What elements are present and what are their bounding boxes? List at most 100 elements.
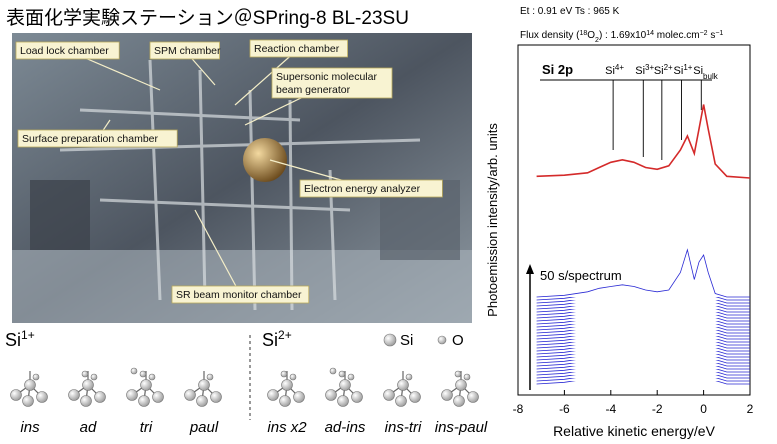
leader-line bbox=[194, 209, 241, 295]
x-tick-label: -6 bbox=[559, 402, 570, 416]
structure-label: ins-tri bbox=[385, 419, 422, 436]
structure-label: ins x2 bbox=[267, 419, 307, 436]
component-label: Si3+ bbox=[635, 63, 654, 78]
si-atom bbox=[453, 395, 465, 407]
x-axis-label: Relative kinetic energy/eV bbox=[553, 423, 716, 439]
panel-label: Si 2p bbox=[542, 62, 573, 77]
flux-part: s bbox=[708, 30, 716, 41]
leader-line bbox=[234, 48, 300, 106]
flux-part: 2 bbox=[595, 37, 599, 44]
component-sub: bulk bbox=[703, 72, 719, 81]
si-atom bbox=[22, 395, 34, 407]
o-atom bbox=[454, 370, 462, 378]
spectrum-line bbox=[536, 104, 751, 179]
flux-part: molec.cm bbox=[654, 30, 700, 41]
group-sup: 2+ bbox=[278, 328, 292, 342]
o-atom bbox=[347, 373, 355, 381]
group-label: Si2+ bbox=[262, 328, 292, 350]
si-atom bbox=[210, 391, 222, 403]
label-box bbox=[271, 67, 393, 99]
o-atom bbox=[139, 370, 147, 378]
component-base: Si bbox=[635, 65, 645, 77]
flux-part: 14 bbox=[646, 30, 654, 37]
structure-icon bbox=[267, 370, 305, 407]
label-box bbox=[299, 179, 443, 198]
o-atom bbox=[463, 373, 471, 381]
si-atom bbox=[24, 379, 36, 391]
group-label: Si1+ bbox=[5, 328, 35, 350]
si-atom bbox=[441, 389, 453, 401]
label-box bbox=[15, 41, 120, 60]
si-atom bbox=[152, 391, 164, 403]
structure-label: ad bbox=[80, 419, 97, 436]
flux-part: 18 bbox=[579, 30, 587, 37]
photo-label: Load lock chamber bbox=[20, 45, 109, 57]
structure-label: ad-ins bbox=[325, 419, 366, 436]
structure-label: tri bbox=[140, 419, 153, 436]
flux-density: Flux density (18O2) : 1.69x1014 molec.cm… bbox=[520, 30, 723, 44]
si-atom bbox=[10, 389, 22, 401]
structure-label: paul bbox=[189, 419, 219, 436]
si-atom bbox=[339, 379, 351, 391]
si-atom bbox=[196, 395, 208, 407]
si-atom bbox=[198, 379, 210, 391]
title: 表面化学実験ステーション＠SPring-8 BL-23SU bbox=[6, 7, 409, 29]
spectrum-line bbox=[536, 248, 750, 298]
si-atom bbox=[395, 395, 407, 407]
o-atom bbox=[81, 370, 89, 378]
group-sup: 1+ bbox=[21, 328, 35, 342]
component-sup: 3+ bbox=[645, 63, 654, 72]
label-box bbox=[17, 129, 178, 148]
component-sup: 4+ bbox=[615, 63, 624, 72]
si-atom bbox=[467, 391, 479, 403]
flux-part: Flux density ( bbox=[520, 30, 580, 41]
o-atom bbox=[405, 373, 413, 381]
si-atom bbox=[94, 391, 106, 403]
si-atom bbox=[293, 391, 305, 403]
si-atom bbox=[36, 391, 48, 403]
si-atom bbox=[126, 389, 138, 401]
component-sup: 1+ bbox=[683, 63, 692, 72]
o-atom bbox=[90, 373, 98, 381]
label-box bbox=[149, 41, 220, 60]
structure-icon bbox=[68, 370, 106, 407]
x-tick-label: -2 bbox=[652, 402, 663, 416]
photo bbox=[12, 33, 472, 323]
si-atom bbox=[383, 389, 395, 401]
photo-label: SPM chamber bbox=[154, 45, 221, 57]
x-tick-label: -4 bbox=[605, 402, 616, 416]
structure-icon bbox=[325, 367, 363, 407]
component-base: Si bbox=[654, 65, 664, 77]
o-atom bbox=[289, 373, 297, 381]
photo-label: Electron energy analyzer bbox=[304, 183, 421, 195]
structure-icon bbox=[441, 370, 479, 407]
photo-label: Supersonic molecular bbox=[276, 71, 377, 83]
flux-part: ) : 1.69x10 bbox=[599, 30, 647, 41]
x-tick-label: 2 bbox=[747, 402, 754, 416]
o-legend-icon bbox=[437, 335, 447, 345]
si-atom bbox=[80, 395, 92, 407]
si-atom bbox=[68, 389, 80, 401]
si-atom bbox=[325, 389, 337, 401]
arrow-head bbox=[526, 264, 534, 274]
component-base: Si bbox=[605, 65, 615, 77]
flux-part: O bbox=[587, 30, 595, 41]
si-atom bbox=[281, 379, 293, 391]
structure-icon bbox=[184, 371, 222, 407]
photo-label: beam generator bbox=[276, 84, 351, 96]
o-atom bbox=[148, 373, 156, 381]
structure-label: ins bbox=[20, 419, 40, 436]
o-atom bbox=[206, 373, 214, 381]
component-base: Si bbox=[693, 65, 703, 77]
si-atom bbox=[184, 389, 196, 401]
si-atom bbox=[267, 389, 279, 401]
component-base: Si bbox=[674, 65, 684, 77]
structure-icon bbox=[383, 371, 421, 407]
si-atom bbox=[82, 379, 94, 391]
label-box bbox=[171, 285, 310, 304]
si-legend-icon bbox=[383, 333, 397, 347]
component-sup: 2+ bbox=[664, 63, 673, 72]
group-base: Si bbox=[5, 330, 21, 350]
component-label: Si4+ bbox=[605, 63, 624, 78]
